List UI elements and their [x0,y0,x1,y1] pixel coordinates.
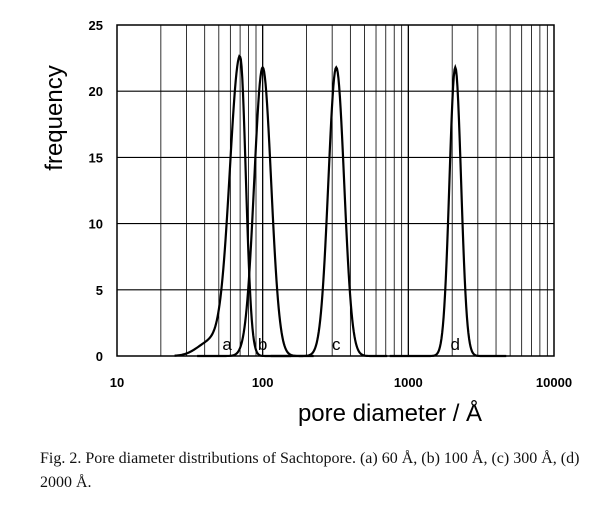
y-tick-label: 15 [89,150,103,165]
chart-grid [117,25,554,356]
peak-labels: a b c d [222,335,460,354]
curve-d [389,63,507,358]
y-tick-label: 5 [96,283,103,298]
curve-b [197,65,314,358]
x-tick-labels: 10 100 1000 10000 [110,375,572,390]
x-tick-label: 10 [110,375,124,390]
y-tick-label: 0 [96,349,103,364]
x-tick-label: 1000 [394,375,423,390]
x-tick-label: 100 [252,375,274,390]
curve-a [174,54,292,358]
y-tick-label: 20 [89,84,103,99]
x-tick-label: 10000 [536,375,572,390]
peak-label-b: b [258,335,267,354]
y-tick-label: 25 [89,18,103,33]
peak-label-a: a [222,335,232,354]
y-tick-label: 10 [89,217,103,232]
curve-c [270,65,388,358]
peak-label-c: c [332,335,341,354]
y-tick-labels: 0 5 10 15 20 25 [89,18,103,364]
x-axis-title: pore diameter / Å [298,399,482,427]
y-axis-title: frequency [41,65,68,170]
peak-label-d: d [451,335,460,354]
plot-frame [116,24,555,357]
figure-caption: Fig. 2. Pore diameter distributions of S… [40,450,580,491]
distribution-curves [174,54,507,358]
